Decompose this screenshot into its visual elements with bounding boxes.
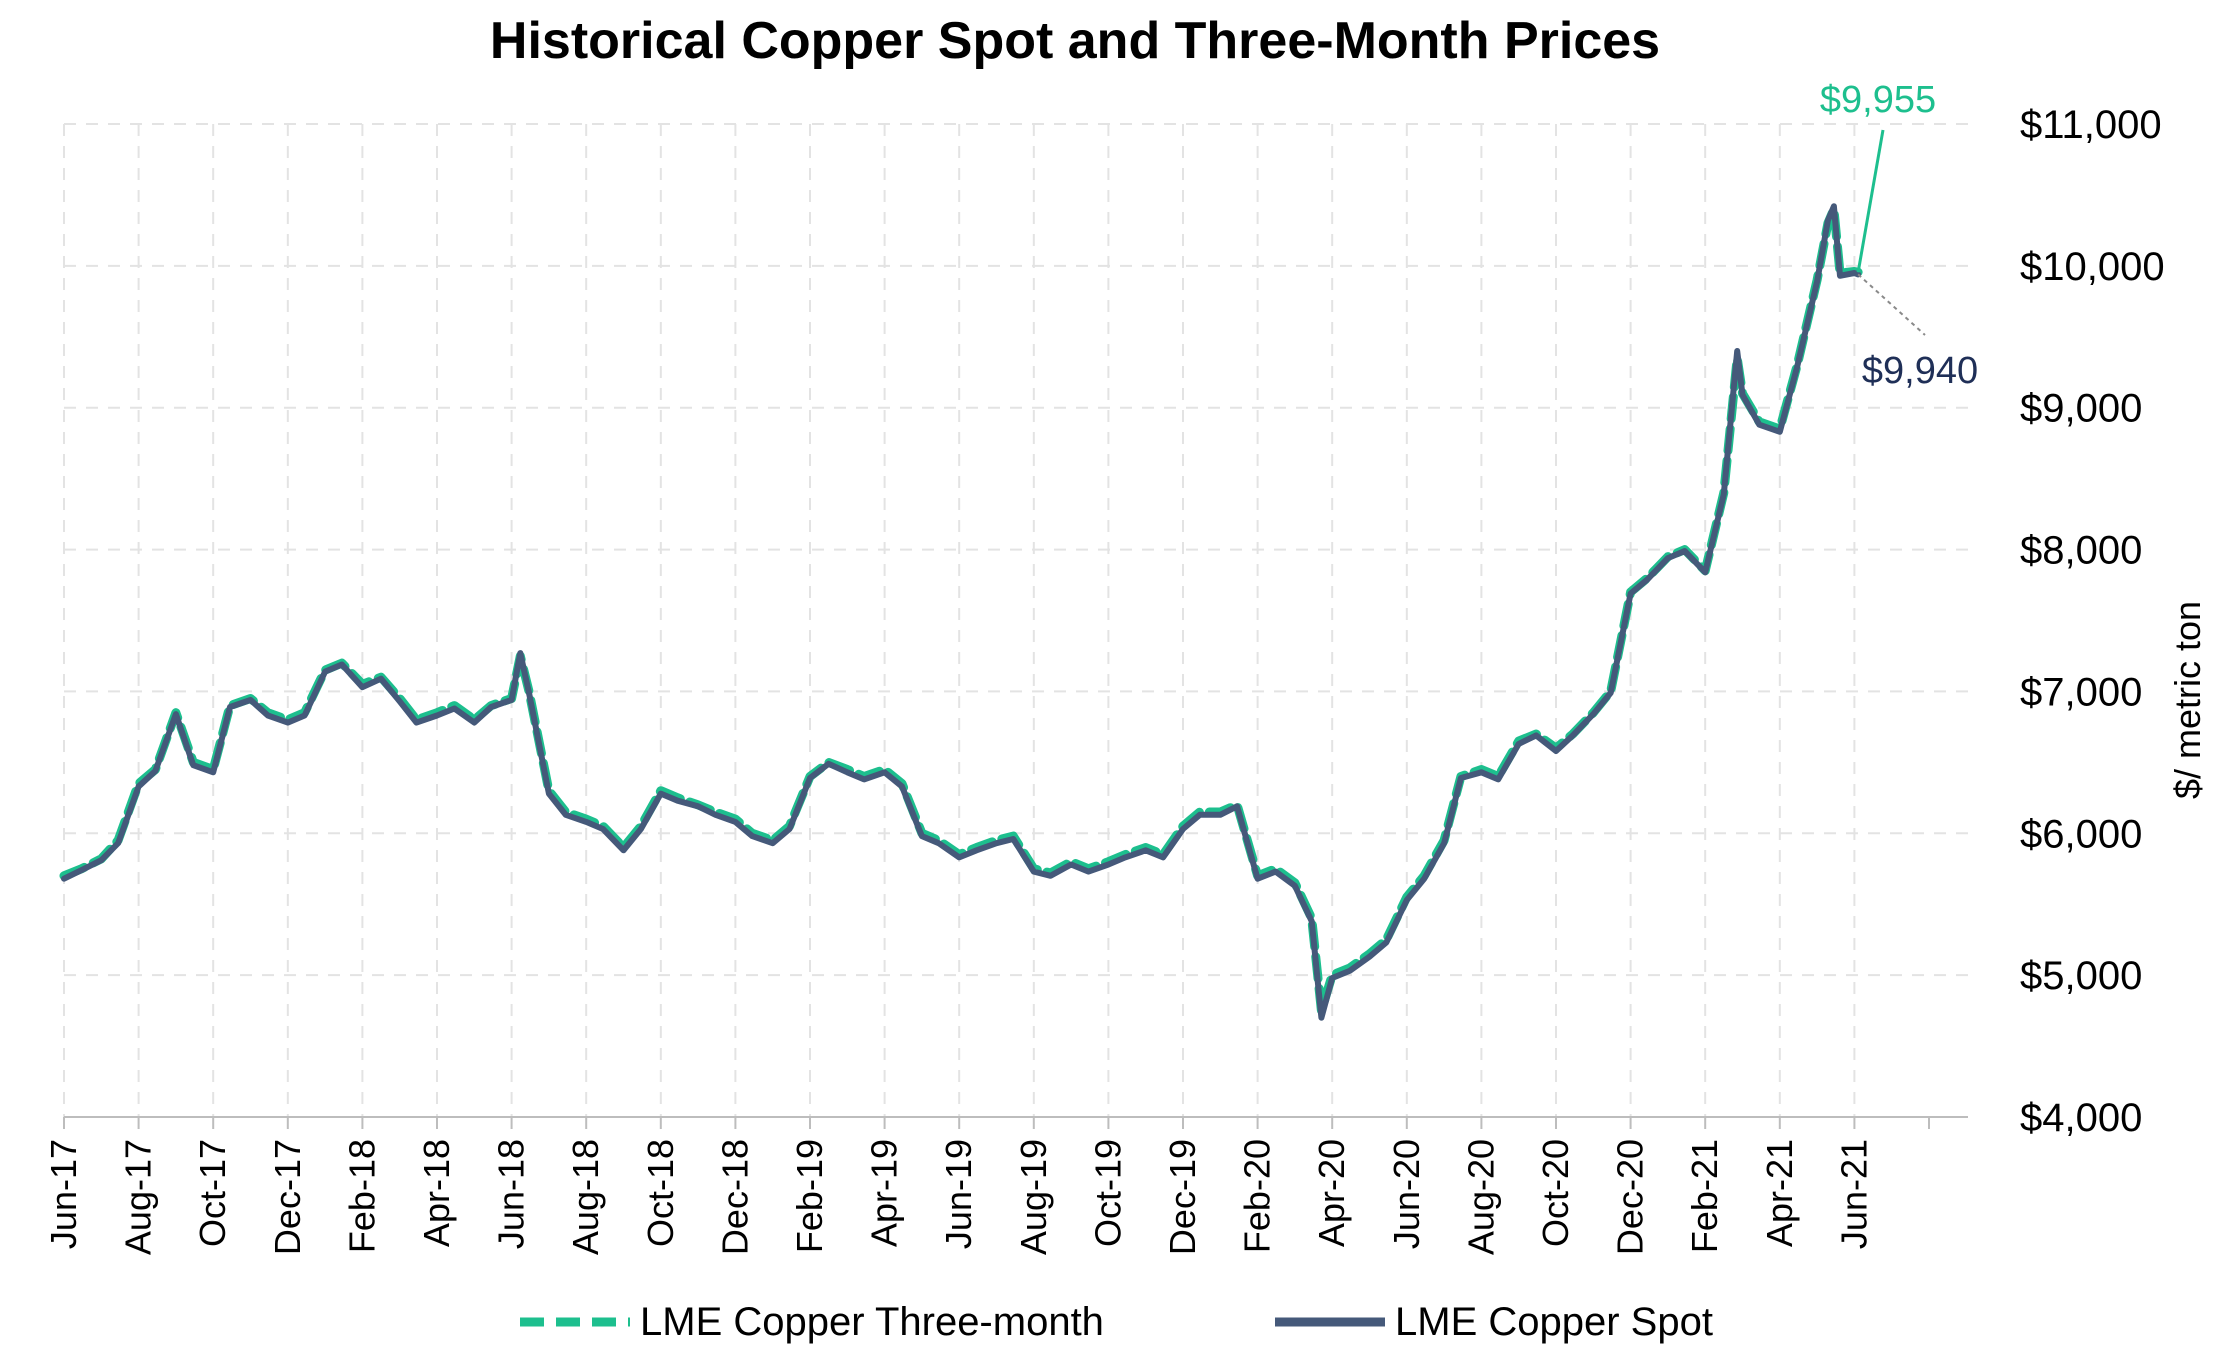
x-tick-label: Oct-17 [192, 1139, 233, 1247]
x-tick-label: Dec-19 [1162, 1139, 1203, 1255]
legend-label-spot: LME Copper Spot [1395, 1300, 1713, 1344]
x-tick-label: Aug-19 [1013, 1139, 1054, 1255]
legend: LME Copper Three-month LME Copper Spot [520, 1300, 1713, 1344]
grid [63, 123, 1968, 1117]
x-tick-label: Apr-19 [864, 1139, 905, 1247]
annotation-spot-label: $9,940 [1862, 350, 1978, 392]
y-tick-label: $6,000 [2020, 812, 2142, 856]
y-tick-label: $11,000 [2020, 103, 2162, 147]
annotation-leader-three-month [1856, 129, 1885, 273]
y-axis-label: $/ metric ton [2167, 601, 2208, 799]
x-tick-label: Jun-17 [43, 1139, 84, 1249]
x-tick-label: Oct-20 [1535, 1139, 1576, 1247]
axes: $4,000 $5,000 $6,000 $7,000 $8,000 $9,000 $10,… [43, 103, 2165, 1255]
x-tick-label: Jun-20 [1386, 1139, 1427, 1249]
x-tick-label: Jun-18 [491, 1139, 532, 1249]
x-tick-label: Feb-21 [1684, 1139, 1725, 1253]
x-tick-label: Dec-17 [267, 1139, 308, 1255]
y-tick-label: $10,000 [2020, 245, 2165, 289]
y-tick-label: $9,000 [2020, 387, 2142, 431]
annotation-three-month-label: $9,955 [1820, 79, 1936, 121]
series-line-spot [61, 203, 1862, 1021]
x-tick-label: Aug-18 [565, 1139, 606, 1255]
x-tick-label: Dec-18 [714, 1139, 755, 1255]
y-tick-label: $7,000 [2020, 670, 2142, 714]
x-tick-label: Apr-20 [1311, 1139, 1352, 1247]
x-tick-label: Apr-21 [1759, 1139, 1800, 1247]
x-tick-label: Jun-19 [938, 1139, 979, 1249]
x-tick-label: Apr-18 [416, 1139, 457, 1247]
series [59, 203, 1863, 1021]
y-tick-label: $4,000 [2020, 1096, 2142, 1140]
annotations: $9,955 $9,940 [1820, 79, 1978, 392]
x-tick-label: Aug-17 [118, 1139, 159, 1255]
x-tick-label: Oct-19 [1087, 1139, 1128, 1247]
y-tick-label: $8,000 [2020, 529, 2142, 573]
legend-label-three-month: LME Copper Three-month [640, 1300, 1104, 1344]
x-tick-label: Feb-19 [789, 1139, 830, 1253]
chart-title: Historical Copper Spot and Three-Month P… [490, 12, 1660, 70]
x-tick-label: Feb-18 [341, 1139, 382, 1253]
x-tick-label: Oct-18 [640, 1139, 681, 1247]
x-tick-label: Feb-20 [1237, 1139, 1278, 1253]
series-line-three-month [59, 204, 1863, 1016]
x-tick-label: Aug-20 [1460, 1139, 1501, 1255]
x-tick-label: Jun-21 [1833, 1139, 1874, 1249]
y-tick-label: $5,000 [2020, 954, 2142, 998]
x-tick-label: Dec-20 [1610, 1139, 1651, 1255]
annotation-leader-spot [1857, 273, 1926, 336]
